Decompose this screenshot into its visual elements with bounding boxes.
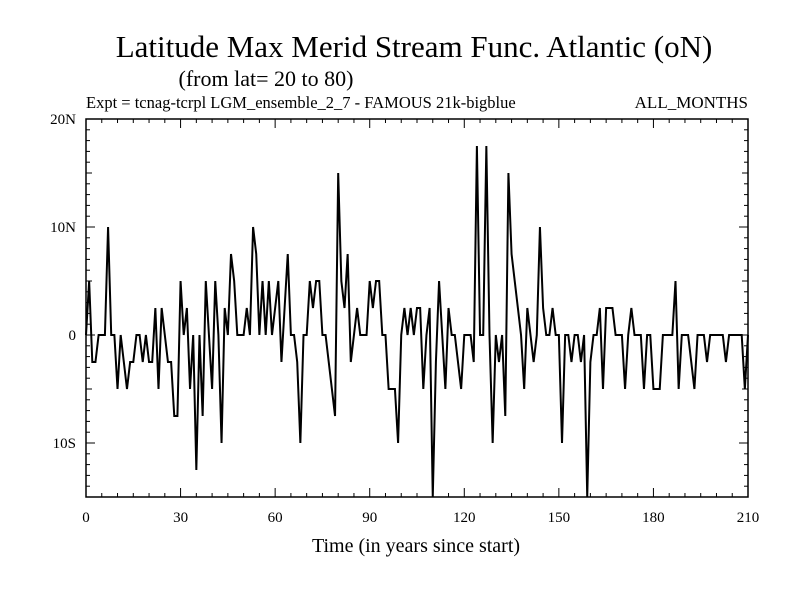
x-tick-label: 90 [362,510,377,526]
period-label: ALL_MONTHS [635,93,748,112]
experiment-label: Expt = tcnag-tcrpl LGM_ensemble_2_7 - FA… [86,93,516,112]
y-tick-label: 20N [50,112,76,128]
plot-frame [85,118,749,498]
x-axis-label: Time (in years since start) [312,535,520,557]
x-tick-label: 120 [453,510,476,526]
chart-subtitle: (from lat= 20 to 80) [179,66,354,91]
series-line [85,145,749,498]
x-tick-label: 210 [737,510,760,526]
x-tick-label: 0 [82,510,90,526]
x-tick-label: 180 [642,510,665,526]
x-axis: 0 30 60 90 120 150 180 210 [82,119,759,526]
x-tick-label: 150 [548,510,571,526]
x-tick-label: 60 [268,510,283,526]
x-tick-label: 30 [173,510,188,526]
chart-title: Latitude Max Merid Stream Func. Atlantic… [116,29,713,64]
y-tick-label: 0 [69,328,77,344]
y-tick-label: 10N [50,220,76,236]
y-tick-label: 10S [53,436,76,452]
